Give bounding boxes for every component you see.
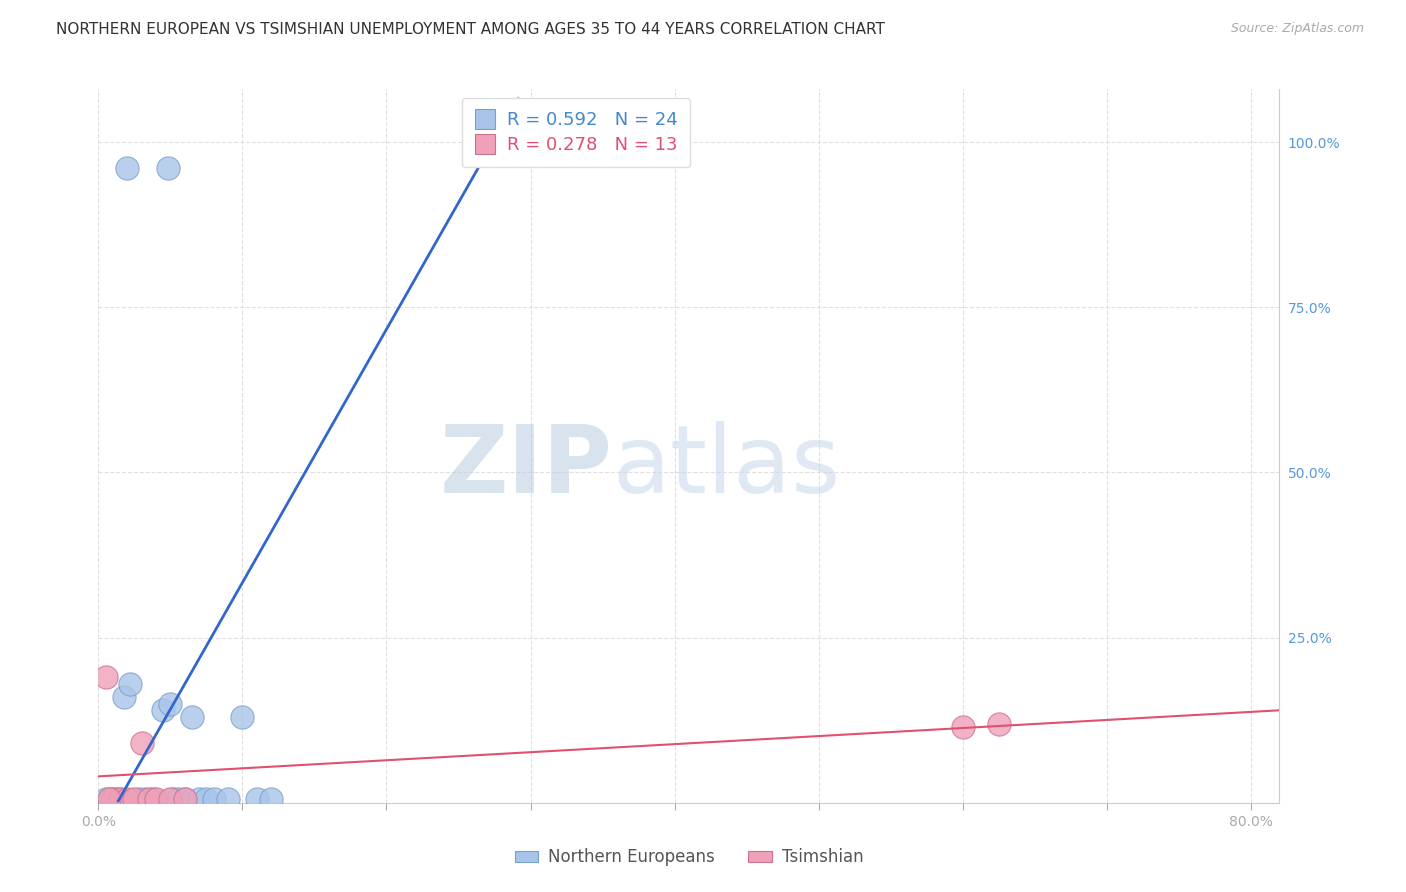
Point bbox=[952, 720, 974, 734]
Point bbox=[159, 697, 181, 711]
Point bbox=[231, 710, 253, 724]
Point bbox=[97, 792, 120, 806]
Point bbox=[166, 792, 188, 806]
Point bbox=[112, 690, 135, 704]
Point bbox=[260, 792, 283, 806]
Point bbox=[104, 792, 127, 806]
Point bbox=[195, 792, 218, 806]
Point bbox=[246, 792, 269, 806]
Point bbox=[108, 792, 131, 806]
Text: ZIP: ZIP bbox=[439, 421, 612, 514]
Point bbox=[115, 161, 138, 176]
Point bbox=[217, 792, 239, 806]
Legend: Northern Europeans, Tsimshian: Northern Europeans, Tsimshian bbox=[508, 842, 870, 873]
Point bbox=[124, 792, 146, 806]
Point bbox=[152, 703, 174, 717]
Point bbox=[188, 792, 211, 806]
Point bbox=[162, 792, 184, 806]
Point bbox=[134, 792, 156, 806]
Point bbox=[101, 792, 124, 806]
Point bbox=[94, 792, 117, 806]
Point bbox=[94, 670, 117, 684]
Point bbox=[108, 792, 131, 806]
Point bbox=[145, 792, 167, 806]
Point bbox=[202, 792, 225, 806]
Point bbox=[138, 792, 160, 806]
Point bbox=[120, 677, 142, 691]
Point bbox=[128, 792, 150, 806]
Text: Source: ZipAtlas.com: Source: ZipAtlas.com bbox=[1230, 22, 1364, 36]
Point bbox=[142, 792, 165, 806]
Point bbox=[173, 792, 195, 806]
Point bbox=[98, 792, 121, 806]
Point bbox=[173, 792, 195, 806]
Point bbox=[131, 736, 153, 750]
Point bbox=[181, 710, 204, 724]
Text: NORTHERN EUROPEAN VS TSIMSHIAN UNEMPLOYMENT AMONG AGES 35 TO 44 YEARS CORRELATIO: NORTHERN EUROPEAN VS TSIMSHIAN UNEMPLOYM… bbox=[56, 22, 886, 37]
Text: atlas: atlas bbox=[612, 421, 841, 514]
Point bbox=[156, 161, 179, 176]
Point bbox=[115, 792, 138, 806]
Point bbox=[159, 792, 181, 806]
Point bbox=[987, 716, 1010, 731]
